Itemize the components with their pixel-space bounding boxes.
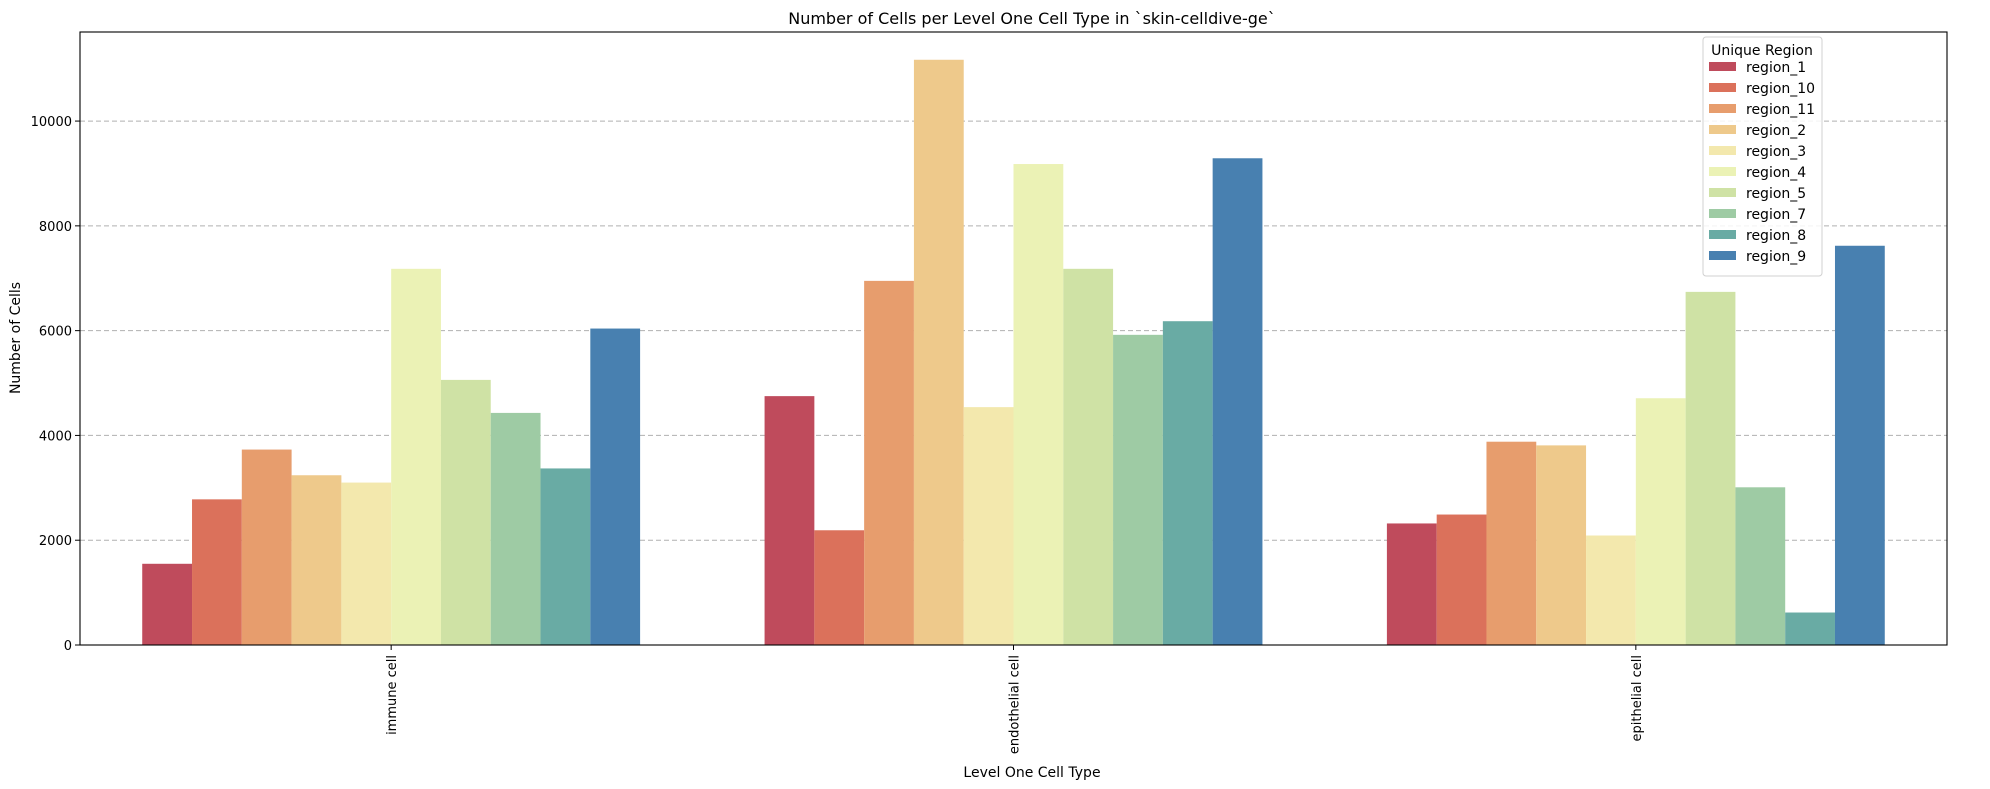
x-tick-label: endothelial cell (1008, 655, 1023, 754)
y-tick-label: 10000 (31, 115, 72, 130)
bar-region_7-immune-cell (490, 412, 541, 645)
bar-region_3-epithelial-cell (1586, 535, 1636, 645)
bar-region_2-endothelial-cell (913, 59, 964, 645)
legend: Unique Region region_1 region_10 region_11… (1702, 36, 1823, 277)
legend-label: region_8 (1746, 228, 1806, 244)
x-tick-label: immune cell (385, 655, 400, 735)
bar-region_4-endothelial-cell (1013, 164, 1064, 645)
bar-region_1-immune-cell (142, 563, 193, 645)
bar-region_9-immune-cell (590, 328, 641, 645)
bar-region_8-endothelial-cell (1162, 321, 1213, 645)
bar-region_3-endothelial-cell (963, 407, 1014, 645)
legend-label: region_4 (1746, 165, 1806, 181)
bar-region_7-endothelial-cell (1113, 334, 1163, 645)
legend-label: region_10 (1746, 81, 1815, 97)
legend-swatch (1709, 104, 1736, 113)
legend-label: region_1 (1746, 60, 1806, 76)
y-tick-label: 2000 (39, 534, 72, 549)
y-tick-label: 8000 (39, 220, 72, 235)
bar-region_8-epithelial-cell (1785, 612, 1835, 645)
bar-region_9-endothelial-cell (1212, 158, 1263, 645)
bar-region_2-immune-cell (291, 475, 342, 645)
bar-region_5-endothelial-cell (1063, 268, 1114, 645)
bar-region_1-endothelial-cell (764, 396, 815, 645)
bar-region_7-epithelial-cell (1735, 487, 1786, 645)
y-tick-label: 6000 (39, 325, 72, 340)
bar-region_8-immune-cell (540, 468, 591, 645)
legend-label: region_11 (1746, 102, 1815, 118)
legend-swatch (1709, 230, 1736, 239)
legend-swatch (1709, 209, 1736, 218)
y-tick-label: 0 (64, 639, 72, 654)
y-axis-ticks: 0 2000 4000 6000 8000 10000 (31, 115, 80, 654)
bar-region_5-immune-cell (440, 379, 491, 645)
bar-region_11-epithelial-cell (1486, 441, 1537, 645)
legend-swatch (1709, 83, 1736, 92)
bar-region_5-epithelial-cell (1685, 291, 1736, 645)
bars (142, 59, 1885, 645)
bar-region_1-epithelial-cell (1386, 523, 1437, 645)
y-tick-label: 4000 (39, 429, 72, 444)
bar-region_4-immune-cell (391, 268, 441, 645)
legend-swatch (1709, 251, 1736, 260)
bar-region_10-epithelial-cell (1436, 514, 1487, 645)
bar-region_11-endothelial-cell (864, 280, 914, 645)
x-axis-label: Level One Cell Type (963, 765, 1100, 781)
x-axis-ticks: immune cell endothelial cell epithelial ce… (385, 645, 1645, 754)
y-axis-label: Number of Cells (8, 282, 24, 394)
legend-label: region_5 (1746, 186, 1806, 202)
legend-title: Unique Region (1711, 43, 1813, 59)
legend-swatch (1709, 62, 1736, 71)
bar-region_10-endothelial-cell (814, 530, 865, 645)
legend-label: region_3 (1746, 144, 1806, 160)
legend-swatch (1709, 188, 1736, 197)
legend-label: region_7 (1746, 207, 1806, 223)
bar-region_4-epithelial-cell (1635, 398, 1686, 645)
x-tick-label: epithelial cell (1630, 655, 1645, 742)
legend-label: region_9 (1746, 249, 1806, 265)
legend-swatch (1709, 125, 1736, 134)
bar-region_9-epithelial-cell (1834, 245, 1885, 645)
bar-region_10-immune-cell (192, 499, 242, 645)
legend-swatch (1709, 167, 1736, 176)
bar-region_2-epithelial-cell (1536, 445, 1587, 645)
legend-label: region_2 (1746, 123, 1806, 139)
bar-region_11-immune-cell (241, 449, 292, 645)
chart-title: Number of Cells per Level One Cell Type … (788, 9, 1276, 28)
bar-region_3-immune-cell (341, 482, 392, 645)
legend-swatch (1709, 146, 1736, 155)
